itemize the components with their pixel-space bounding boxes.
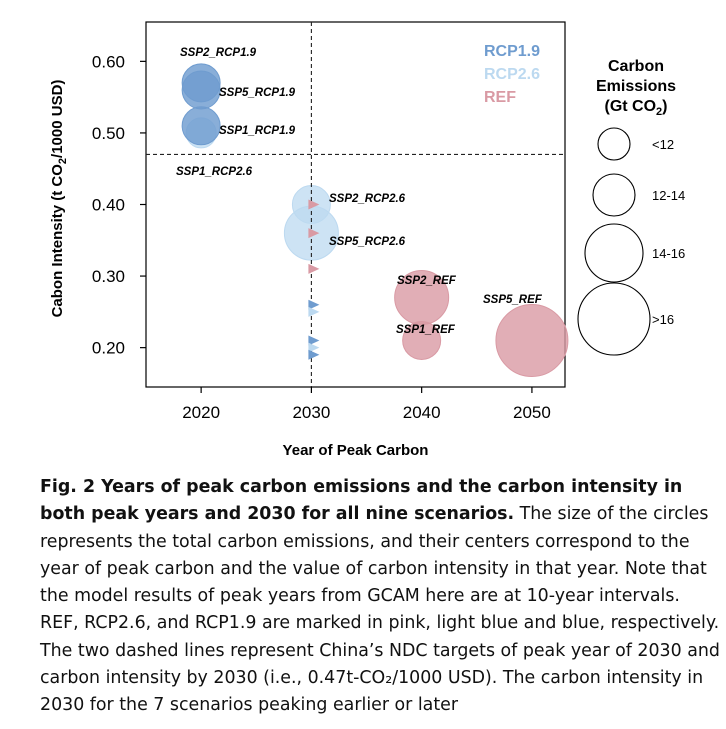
y-axis-label-end: /1000 USD): [49, 80, 66, 158]
size-legend-title-end: ): [662, 98, 667, 115]
size-legend-label: 14-16: [652, 246, 685, 261]
marker-2030: [308, 335, 320, 346]
figure-caption: Fig. 2 Years of peak carbon emissions an…: [40, 474, 720, 720]
caption-body: The size of the circles represents the t…: [40, 504, 720, 716]
marker-2030: [308, 342, 320, 353]
y-axis-label-sub: 2: [57, 158, 69, 164]
size-legend-label: 12-14: [652, 188, 685, 203]
bubble-label: SSP1_REF: [396, 324, 456, 336]
bubble-label: SSP5_RCP2.6: [329, 236, 406, 248]
bubble-ssp1-ref: [402, 320, 442, 360]
size-legend-title-sub: 2: [656, 106, 662, 118]
y-tick-label: 0.40: [92, 196, 125, 215]
size-legend-circle: [584, 223, 644, 283]
size-legend-title: (Gt CO2): [605, 98, 668, 118]
marker-2030: [308, 349, 320, 360]
marker-2030: [308, 299, 320, 310]
bubble-chart: 2020 2030 2040 2050 0.20 0.30 0.40 0.50 0.60 Year…: [49, 21, 685, 459]
x-tick-label: 2050: [513, 403, 551, 422]
size-legend-title: Carbon: [608, 58, 664, 75]
marker-2030: [308, 306, 320, 317]
bubble-label: SSP1_RCP1.9: [219, 125, 296, 137]
bubble-label: SSP2_RCP2.6: [329, 193, 406, 205]
y-axis-label: Cabon Intensity (t CO2/1000 USD): [49, 80, 69, 318]
marker-2030: [308, 199, 320, 210]
size-legend-circle: [577, 282, 651, 356]
bubble-label: SSP2_REF: [397, 275, 457, 287]
figure-2: 2020 2030 2040 2050 0.20 0.30 0.40 0.50 0.60 Year…: [49, 21, 685, 459]
bubble-ssp5-rcp1-9: [181, 70, 221, 110]
x-tick-label: 2020: [182, 403, 220, 422]
legend-entry-rcp26: RCP2.6: [484, 66, 540, 83]
size-legend-title-main: (Gt CO: [605, 98, 657, 115]
bubble-label: SSP1_RCP2.6: [176, 166, 253, 178]
bubble-label: SSP5_RCP1.9: [219, 87, 296, 99]
x-axis-label: Year of Peak Carbon: [283, 442, 429, 459]
caption-lead: Fig. 2 Years of peak carbon emissions an…: [40, 477, 683, 525]
x-tick-label: 2040: [403, 403, 441, 422]
size-legend-circle: [597, 127, 631, 161]
legend-entry-rcp19: RCP1.9: [484, 43, 540, 60]
size-legend-circle: [592, 173, 636, 217]
legend-entry-ref: REF: [484, 89, 516, 106]
bubble-ssp5-ref: [495, 303, 569, 377]
y-tick-label: 0.20: [92, 339, 125, 358]
bubble-label: SSP5_REF: [483, 294, 543, 306]
y-tick-label: 0.60: [92, 52, 125, 71]
y-axis-label-main: Cabon Intensity (t CO: [49, 164, 66, 318]
x-tick-label: 2030: [292, 403, 330, 422]
y-tick-label: 0.50: [92, 124, 125, 143]
size-legend-label: >16: [652, 312, 674, 327]
size-legend-label: <12: [652, 137, 674, 152]
marker-2030: [308, 263, 320, 274]
y-tick-label: 0.30: [92, 267, 125, 286]
marker-2030: [308, 228, 320, 239]
size-legend-title: Emissions: [596, 78, 676, 95]
bubble-ssp1-rcp1-9: [181, 106, 221, 146]
bubble-label: SSP2_RCP1.9: [180, 47, 257, 59]
